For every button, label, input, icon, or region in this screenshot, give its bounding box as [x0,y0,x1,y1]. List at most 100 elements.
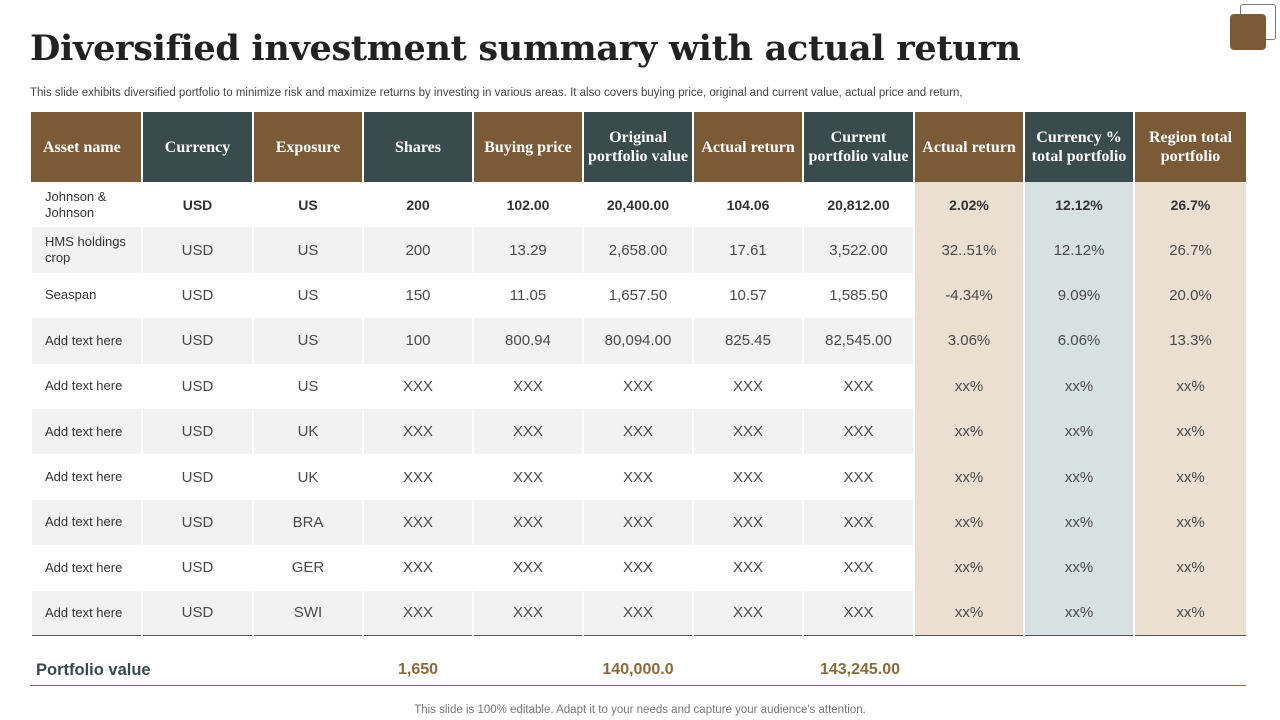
table-body: Johnson & Johnson USD US 200 102.00 20,400.00… [30,182,1248,637]
cell-asset-name: Add text here [30,363,143,409]
cell-currency: USD [141,272,254,319]
cell-exposure: SWI [252,590,364,637]
cell-buying-price: 11.05 [472,272,584,319]
cell-shares: XXX [362,499,474,546]
page-subtitle: This slide exhibits diversified portfoli… [30,87,963,99]
cell-current-value: 1,585.50 [802,272,915,319]
header-currency: Currency [141,112,254,182]
table-row: Add text here USD US XXX XXX XXX XXX XXX xx% xx% x… [30,363,1248,409]
cell-exposure: BRA [252,499,364,546]
cell-original-value: 1,657.50 [582,272,694,319]
cell-region-total: 20.0% [1133,272,1248,319]
cell-currency: USD [141,499,254,546]
cell-actual-return: XXX [692,454,804,500]
cell-buying-price: 13.29 [472,227,584,273]
header-current-value: Current portfolio value [802,112,915,182]
cell-actual-return: XXX [692,408,804,455]
cell-exposure: UK [252,454,364,500]
cell-asset-name: Seaspan [30,272,143,319]
cell-asset-name: Add text here [30,499,143,546]
table-row: Add text here USD BRA XXX XXX XXX XXX XXX xx% xx%… [30,499,1248,546]
original-value-total: 140,000.0 [602,661,674,678]
cell-buying-price: 102.00 [472,182,584,228]
cell-currency: USD [141,363,254,409]
cell-exposure: US [252,318,364,364]
cell-currency: USD [141,408,254,455]
cell-original-value: 80,094.00 [582,318,694,364]
header-original-value: Original portfolio value [582,112,694,182]
cell-current-value: XXX [802,363,915,409]
portfolio-value-label: Portfolio value [36,661,151,679]
cell-currency: USD [141,545,254,591]
current-value-total: 143,245.00 [819,661,901,678]
cell-currency: USD [141,590,254,637]
cell-exposure: US [252,227,364,273]
cell-region-total: xx% [1133,454,1248,500]
cell-exposure: US [252,182,364,228]
cell-actual-return-pct: xx% [913,408,1025,455]
cell-current-value: 20,812.00 [802,182,915,228]
cell-actual-return-pct: xx% [913,590,1025,637]
cell-current-value: XXX [802,499,915,546]
cell-shares: XXX [362,545,474,591]
cell-original-value: 2,658.00 [582,227,694,273]
cell-actual-return: XXX [692,545,804,591]
cell-actual-return: 10.57 [692,272,804,319]
cell-currency-pct: xx% [1023,499,1135,546]
cell-asset-name: Add text here [30,545,143,591]
table-row: Add text here USD SWI XXX XXX XXX XXX XXX xx% xx%… [30,590,1248,637]
cell-buying-price: XXX [472,590,584,637]
cell-asset-name: Add text here [30,454,143,500]
cell-exposure: US [252,272,364,319]
cell-currency-pct: xx% [1023,545,1135,591]
cell-currency-pct: 12.12% [1023,182,1135,228]
corner-square-decoration [1230,14,1266,50]
table-row: Add text here USD UK XXX XXX XXX XXX XXX xx% xx% x… [30,408,1248,455]
cell-exposure: US [252,363,364,409]
header-buying-price: Buying price [472,112,584,182]
cell-currency: USD [141,182,254,228]
cell-original-value: XXX [582,590,694,637]
cell-actual-return: 825.45 [692,318,804,364]
cell-buying-price: XXX [472,454,584,500]
header-currency-pct: Currency % total portfolio [1023,112,1135,182]
cell-shares: 100 [362,318,474,364]
cell-actual-return: XXX [692,499,804,546]
cell-actual-return: 17.61 [692,227,804,273]
cell-currency-pct: xx% [1023,408,1135,455]
table-row: Add text here USD US 100 800.94 80,094.00 825.… [30,318,1248,364]
footer-note: This slide is 100% editable. Adapt it to… [414,704,866,716]
cell-currency: USD [141,454,254,500]
cell-region-total: xx% [1133,590,1248,637]
table-row: Add text here USD GER XXX XXX XXX XXX XXX xx% xx%… [30,545,1248,591]
page-title: Diversified investment summary with actu… [30,28,1021,69]
cell-actual-return-pct: xx% [913,545,1025,591]
cell-exposure: GER [252,545,364,591]
table-row: Add text here USD UK XXX XXX XXX XXX XXX xx% xx% x… [30,454,1248,500]
cell-asset-name: Add text here [30,408,143,455]
cell-region-total: xx% [1133,545,1248,591]
cell-actual-return: 104.06 [692,182,804,228]
cell-original-value: XXX [582,454,694,500]
cell-buying-price: XXX [472,408,584,455]
cell-region-total: 26.7% [1133,227,1248,273]
cell-asset-name: HMS holdings crop [30,227,143,273]
cell-current-value: XXX [802,545,915,591]
cell-region-total: 13.3% [1133,318,1248,364]
cell-buying-price: 800.94 [472,318,584,364]
cell-current-value: XXX [802,454,915,500]
header-actual-return-pct: Actual return [913,112,1025,182]
cell-region-total: 26.7% [1133,182,1248,228]
cell-original-value: XXX [582,499,694,546]
cell-original-value: 20,400.00 [582,182,694,228]
portfolio-value-row: Portfolio value 1,650 140,000.0 143,245.… [30,649,1246,686]
cell-actual-return-pct: 3.06% [913,318,1025,364]
cell-current-value: 82,545.00 [802,318,915,364]
cell-asset-name: Add text here [30,318,143,364]
cell-shares: 150 [362,272,474,319]
cell-buying-price: XXX [472,545,584,591]
cell-asset-name: Johnson & Johnson [30,182,143,228]
header-actual-return: Actual return [692,112,804,182]
cell-currency: USD [141,227,254,273]
cell-shares: XXX [362,408,474,455]
